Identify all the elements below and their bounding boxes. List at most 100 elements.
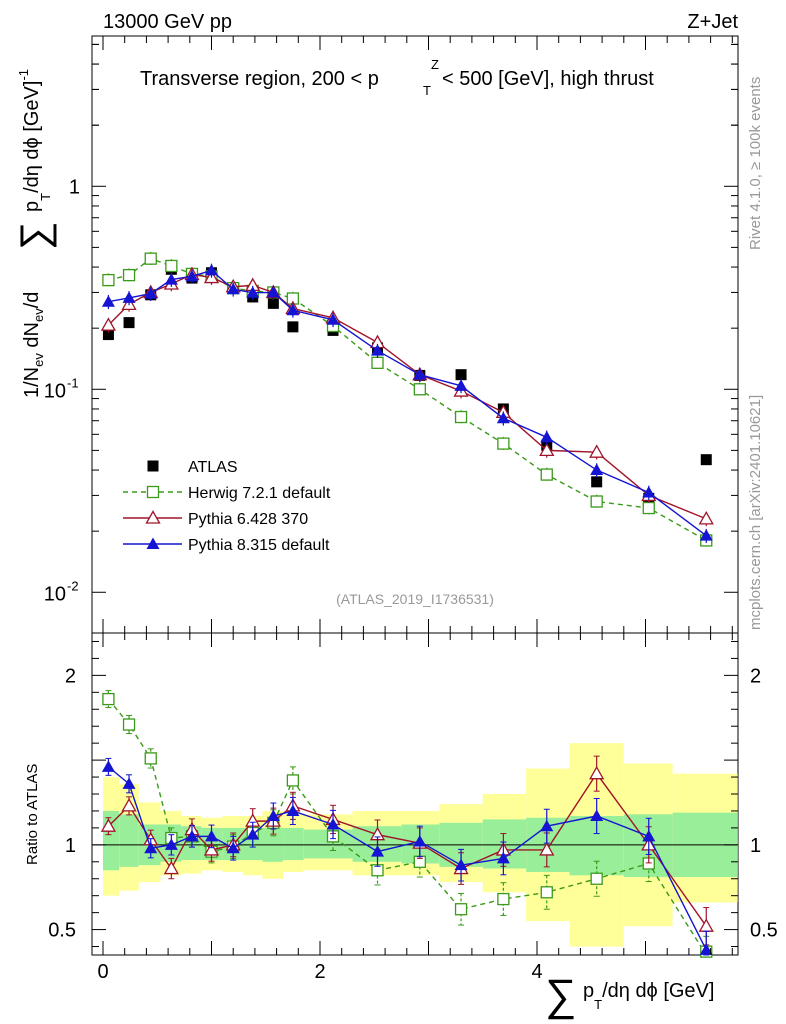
atlas-data-point bbox=[102, 329, 114, 341]
pythia-6-428-370-point bbox=[698, 511, 714, 525]
chart-title: Transverse region, 200 < p bbox=[140, 68, 379, 90]
pythia-8-315-default-ratio-point bbox=[413, 834, 427, 847]
herwig-7-2-1-default-point bbox=[540, 468, 553, 481]
pythia-8-315-default-point bbox=[286, 303, 300, 316]
legend-marker-pythia-8-315-default bbox=[146, 537, 160, 549]
pythia-8-315-default-point bbox=[413, 368, 427, 380]
herwig-7-2-1-default-point bbox=[102, 273, 115, 287]
ratio-y-label: Ratio to ATLAS bbox=[24, 764, 41, 865]
pythia-8-315-default-ratio-point bbox=[205, 829, 218, 842]
pythia-8-315-default-ratio-point bbox=[540, 819, 554, 832]
pythia-8-315-default-point bbox=[185, 269, 199, 282]
energy-label: 13000 GeV pp bbox=[103, 11, 232, 33]
herwig-7-2-1-default-point bbox=[144, 252, 157, 265]
x-axis-label: ∑ pT/dη dϕ [GeV] bbox=[545, 971, 714, 1020]
pythia-8-315-default-ratio-point bbox=[101, 760, 115, 772]
pythia-8-315-default-ratio-point bbox=[226, 841, 240, 854]
atlas-data-point bbox=[123, 317, 135, 329]
process-label: Z+Jet bbox=[687, 11, 738, 33]
y-label-sum: ∑ bbox=[13, 221, 57, 250]
pythia-8-315-default-ratio-point bbox=[185, 829, 199, 842]
pythia-8-315-default-ratio-point bbox=[246, 828, 260, 840]
ratio-axes: 2 2 1 1 0.5 0.5 0 2 4 bbox=[48, 633, 778, 983]
legend-label-pythia-8-315-default: Pythia 8.315 default bbox=[188, 537, 330, 554]
legend: ATLAS Herwig 7.2.1 default Pythia 6.428 37… bbox=[123, 459, 331, 554]
herwig-7-2-1-default-ratio-point bbox=[590, 872, 603, 885]
ratio-tick-label-right: 0.5 bbox=[750, 920, 778, 942]
pythia-8-315-default-point bbox=[101, 295, 115, 307]
pythia-8-315-default-ratio-point bbox=[144, 841, 158, 854]
pythia-6-428-370-line bbox=[107, 273, 707, 520]
pythia-8-315-default-point bbox=[226, 282, 240, 295]
x-tick-label: 2 bbox=[314, 961, 325, 983]
pythia-6-428-370-ratio-point bbox=[203, 842, 220, 856]
pythia-8-315-default-point bbox=[164, 273, 178, 285]
x-tick-label: 4 bbox=[531, 961, 542, 983]
herwig-7-2-1-default-ratio-point bbox=[122, 718, 136, 731]
pythia-8-315-default-ratio-point bbox=[454, 858, 468, 871]
pythia-8-315-default-point bbox=[642, 486, 656, 498]
svg-text:pT/dη dϕ [GeV]: pT/dη dϕ [GeV] bbox=[583, 980, 714, 1012]
legend-marker-herwig-7-2-1-default bbox=[146, 485, 160, 499]
atlas-data-point bbox=[455, 369, 467, 381]
ratio-tick-label: 2 bbox=[65, 665, 76, 687]
pythia-8-315-default-ratio-point bbox=[164, 838, 178, 850]
pythia-8-315-default-point bbox=[122, 291, 136, 303]
pythia-8-315-default-ratio-point bbox=[122, 777, 136, 789]
pythia-6-428-370-ratio-point bbox=[539, 842, 555, 856]
pythia-8-315-default-ratio-point bbox=[286, 804, 300, 816]
herwig-7-2-1-default-ratio-point bbox=[102, 692, 115, 706]
main-panel: 110-110-2 Transverse region, 200 < p Z T… bbox=[13, 35, 739, 634]
x-label-sum: ∑ bbox=[545, 971, 576, 1020]
pythia-8-315-default-ratio-point bbox=[590, 809, 604, 822]
pythia-8-315-default-ratio-point bbox=[371, 845, 385, 857]
title-t-subscript: T bbox=[423, 83, 431, 98]
y-tick-exponent: -1 bbox=[67, 375, 79, 390]
herwig-7-2-1-default-ratio-point bbox=[497, 892, 510, 906]
y-tick-label: 10 bbox=[44, 583, 66, 605]
mcplots-label: mcplots.cern.ch [arXiv:2401.10621] bbox=[747, 395, 764, 630]
pythia-8-315-default-point bbox=[326, 313, 340, 325]
pythia-8-315-default-point bbox=[266, 285, 280, 298]
x-tick-label: 0 bbox=[97, 961, 108, 983]
chart-title-tail: < 500 [GeV], high thrust bbox=[442, 68, 654, 90]
pythia-6-428-370-ratio-point bbox=[163, 860, 179, 875]
pythia-8-315-default-point bbox=[144, 287, 158, 299]
pythia-8-315-default-ratio-point bbox=[642, 829, 656, 842]
green-band-bin bbox=[119, 814, 139, 867]
herwig-7-2-1-default-point bbox=[122, 268, 136, 282]
svg-text:1/Nev dNev/d: 1/Nev dNev/d bbox=[21, 292, 46, 398]
pythia-6-428-370-point bbox=[100, 317, 117, 331]
pythia-8-315-default-ratio-point bbox=[326, 818, 340, 830]
green-band-bin bbox=[283, 827, 304, 861]
herwig-7-2-1-default-ratio-point bbox=[540, 886, 553, 899]
herwig-7-2-1-default-point bbox=[165, 259, 178, 273]
pythia-6-428-370-point bbox=[539, 442, 555, 457]
rivet-version-label: Rivet 4.1.0, ≥ 100k events bbox=[747, 77, 764, 250]
svg-text:pT/dη dϕ [GeV]-1: pT/dη dϕ [GeV]-1 bbox=[16, 69, 53, 212]
legend-marker-pythia-6-428-370 bbox=[145, 510, 161, 524]
series-layer bbox=[100, 251, 714, 548]
herwig-7-2-1-default-point bbox=[454, 410, 468, 424]
legend-label-atlas: ATLAS bbox=[188, 459, 238, 476]
y-axis-label: 1/Nev dNev/d ∑ pT/dη dϕ [GeV]-1 bbox=[13, 69, 57, 398]
pythia-8-315-default-point bbox=[371, 344, 385, 356]
pythia-8-315-default-point bbox=[699, 529, 713, 541]
y-tick-exponent: -2 bbox=[67, 578, 79, 593]
pythia-8-315-default-ratio-point bbox=[699, 943, 713, 955]
legend-label-pythia-6-428-370: Pythia 6.428 370 bbox=[188, 511, 308, 528]
ratio-tick-label-right: 1 bbox=[750, 835, 761, 857]
herwig-7-2-1-default-ratio-point bbox=[144, 752, 157, 765]
ratio-series-layer bbox=[100, 690, 714, 958]
ratio-panel: 2 2 1 1 0.5 0.5 0 2 4 Ratio to ATLAS bbox=[24, 632, 778, 983]
atlas-data-point bbox=[267, 297, 279, 309]
main-axes: 110-110-2 bbox=[44, 36, 738, 633]
pythia-8-315-default-point bbox=[590, 463, 604, 476]
herwig-7-2-1-default-point bbox=[371, 356, 384, 369]
ratio-tick-label: 1 bbox=[65, 835, 76, 857]
ratio-tick-label: 0.5 bbox=[48, 920, 76, 942]
atlas-data-point bbox=[700, 454, 712, 466]
atlas-data-point bbox=[287, 321, 299, 333]
herwig-7-2-1-default-point bbox=[497, 437, 510, 450]
y-tick-label: 10 bbox=[44, 380, 66, 402]
